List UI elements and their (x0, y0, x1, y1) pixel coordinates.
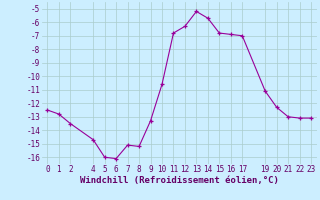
X-axis label: Windchill (Refroidissement éolien,°C): Windchill (Refroidissement éolien,°C) (80, 176, 279, 185)
